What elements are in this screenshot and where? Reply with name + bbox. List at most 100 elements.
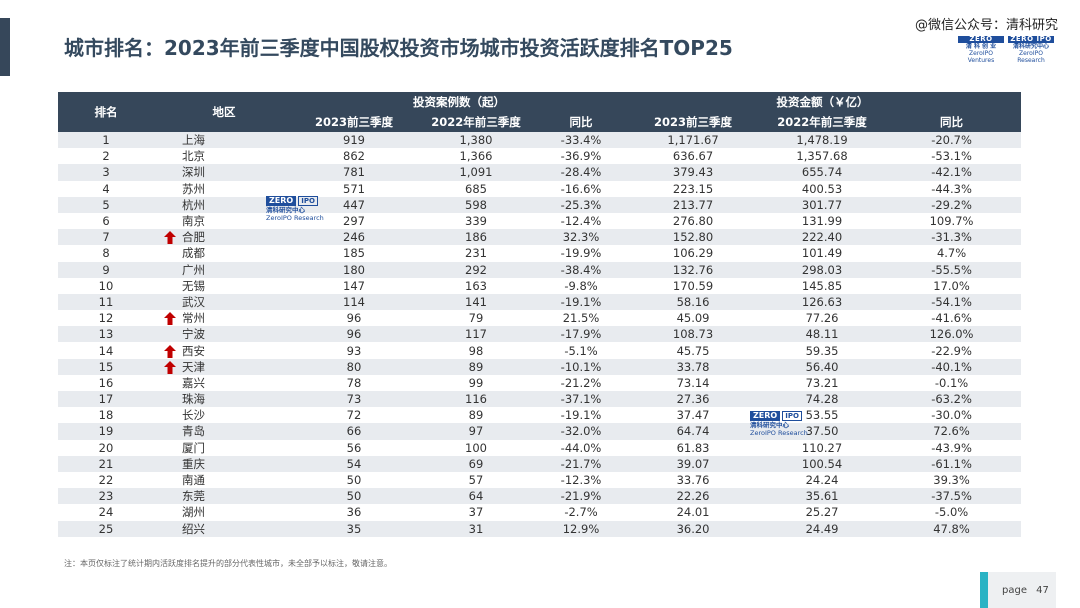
cases-yoy-cell: -19.1% <box>538 293 625 311</box>
cases-2022-cell: 1,380 <box>414 132 538 149</box>
region-name: 重庆 <box>182 456 205 471</box>
rank-up-arrow-icon <box>164 312 176 326</box>
amount-2022-cell: 301.77 <box>762 196 883 213</box>
amount-2023-cell: 106.29 <box>624 245 763 262</box>
amount-2022-cell: 24.24 <box>762 471 883 489</box>
header-rank: 排名 <box>58 92 154 132</box>
amount-2023-cell: 33.76 <box>624 471 763 489</box>
cases-2022-cell: 97 <box>414 423 538 440</box>
overlay-logo-sub: ZeroIPO Research <box>750 429 808 437</box>
amount-2022-cell: 126.63 <box>762 293 883 311</box>
table-row: 21 重庆 54 69 -21.7% 39.07 100.54 -61.1% <box>58 455 1022 472</box>
cases-yoy-cell: -28.4% <box>538 164 625 181</box>
table-row: 17 珠海 73 116 -37.1% 27.36 74.28 -63.2% <box>58 391 1022 408</box>
cases-yoy-cell: -36.9% <box>538 148 625 165</box>
region-cell: 宁波 <box>154 326 294 343</box>
amount-2023-cell: 152.80 <box>624 229 763 246</box>
cases-2023-cell: 297 <box>294 212 414 230</box>
region-name: 苏州 <box>182 181 205 196</box>
amount-2022-cell: 35.61 <box>762 488 883 505</box>
cases-yoy-cell: -25.3% <box>538 196 625 213</box>
page-title: 城市排名：2023年前三季度中国股权投资市场城市投资活跃度排名TOP25 <box>64 36 733 60</box>
cases-2022-cell: 598 <box>414 196 538 213</box>
cases-yoy-cell: -12.3% <box>538 471 625 489</box>
cases-yoy-cell: -19.9% <box>538 245 625 262</box>
zeroipo-overlay-logo-2: ZERO IPO 清科研究中心 ZeroIPO Research <box>750 411 808 439</box>
amount-yoy-cell: -63.2% <box>882 391 1022 408</box>
region-cell: 南京 <box>154 212 294 230</box>
cases-yoy-cell: -32.0% <box>538 423 625 440</box>
table-row: 25 绍兴 35 31 12.9% 36.20 24.49 47.8% <box>58 520 1022 537</box>
arrow-placeholder <box>164 183 176 196</box>
cases-2022-cell: 89 <box>414 407 538 424</box>
amount-2022-cell: 56.40 <box>762 358 883 375</box>
header-cases-yoy: 同比 <box>538 112 625 132</box>
amount-2022-cell: 48.11 <box>762 326 883 343</box>
amount-2023-cell: 1,171.67 <box>624 132 763 149</box>
cases-2023-cell: 96 <box>294 326 414 343</box>
header-group-cases: 投资案例数（起） <box>294 92 625 112</box>
amount-2022-cell: 37.50 <box>762 423 883 440</box>
amount-yoy-cell: -43.9% <box>882 439 1022 456</box>
rank-cell: 19 <box>58 423 154 440</box>
logo-left-name: 清 科 创 业 <box>965 43 997 50</box>
region-name: 嘉兴 <box>182 375 205 390</box>
header-amount-2022: 2022年前三季度 <box>762 112 883 132</box>
table-body: 1 上海 919 1,380 -33.4% 1,171.67 1,478.19 -20.7% 2… <box>58 132 1022 537</box>
amount-2022-cell: 222.40 <box>762 229 883 246</box>
region-name: 广州 <box>182 262 205 277</box>
amount-yoy-cell: -20.7% <box>882 132 1022 149</box>
amount-2023-cell: 61.83 <box>624 439 763 456</box>
region-name: 常州 <box>182 311 205 326</box>
cases-2022-cell: 57 <box>414 471 538 489</box>
rank-cell: 7 <box>58 229 154 246</box>
amount-2022-cell: 1,478.19 <box>762 132 883 149</box>
rank-cell: 2 <box>58 148 154 165</box>
table-row: 11 武汉 114 141 -19.1% 58.16 126.63 -54.1% <box>58 293 1022 311</box>
cases-2022-cell: 64 <box>414 488 538 505</box>
arrow-placeholder <box>164 280 176 293</box>
region-name: 东莞 <box>182 489 205 504</box>
cases-yoy-cell: 12.9% <box>538 520 625 537</box>
amount-2022-cell: 131.99 <box>762 212 883 230</box>
cases-2023-cell: 72 <box>294 407 414 424</box>
amount-2023-cell: 45.09 <box>624 310 763 327</box>
arrow-placeholder <box>164 328 176 341</box>
rank-cell: 21 <box>58 455 154 472</box>
region-name: 宁波 <box>182 327 205 342</box>
region-cell: 常州 <box>154 310 294 327</box>
table-row: 12 常州 96 79 21.5% 45.09 77.26 -41.6% <box>58 310 1022 327</box>
table-row: 10 无锡 147 163 -9.8% 170.59 145.85 17.0% <box>58 277 1022 294</box>
table-row: 5 杭州 447 598 -25.3% 213.77 301.77 -29.2% <box>58 196 1022 213</box>
cases-2023-cell: 180 <box>294 261 414 278</box>
cases-yoy-cell: -5.1% <box>538 342 625 359</box>
arrow-placeholder <box>164 393 176 406</box>
amount-yoy-cell: 47.8% <box>882 520 1022 537</box>
table-row: 9 广州 180 292 -38.4% 132.76 298.03 -55.5% <box>58 261 1022 278</box>
cases-2022-cell: 99 <box>414 374 538 391</box>
overlay-logo-ipo: IPO <box>298 196 318 206</box>
cases-2023-cell: 919 <box>294 132 414 149</box>
rank-up-arrow-icon <box>164 360 176 374</box>
arrow-placeholder <box>164 506 176 519</box>
amount-yoy-cell: 72.6% <box>882 423 1022 440</box>
table-row: 16 嘉兴 78 99 -21.2% 73.14 73.21 -0.1% <box>58 374 1022 391</box>
cases-2023-cell: 80 <box>294 358 414 375</box>
zero-ipo-logo: ZERO IPO 清科研究中心 ZeroIPO Research <box>1008 36 1054 64</box>
cases-2023-cell: 36 <box>294 504 414 521</box>
rank-cell: 4 <box>58 180 154 197</box>
cases-2023-cell: 50 <box>294 471 414 489</box>
arrow-placeholder <box>164 134 176 147</box>
amount-2022-cell: 145.85 <box>762 277 883 294</box>
cases-yoy-cell: -21.9% <box>538 488 625 505</box>
amount-2023-cell: 64.74 <box>624 423 763 440</box>
overlay-logo-name: 清科研究中心 <box>266 206 305 214</box>
cases-2022-cell: 89 <box>414 358 538 375</box>
region-cell: 北京 <box>154 148 294 165</box>
amount-2023-cell: 27.36 <box>624 391 763 408</box>
amount-yoy-cell: -5.0% <box>882 504 1022 521</box>
amount-2023-cell: 45.75 <box>624 342 763 359</box>
cases-2023-cell: 185 <box>294 245 414 262</box>
table-row: 15 天津 80 89 -10.1% 33.78 56.40 -40.1% <box>58 358 1022 375</box>
cases-2022-cell: 1,366 <box>414 148 538 165</box>
